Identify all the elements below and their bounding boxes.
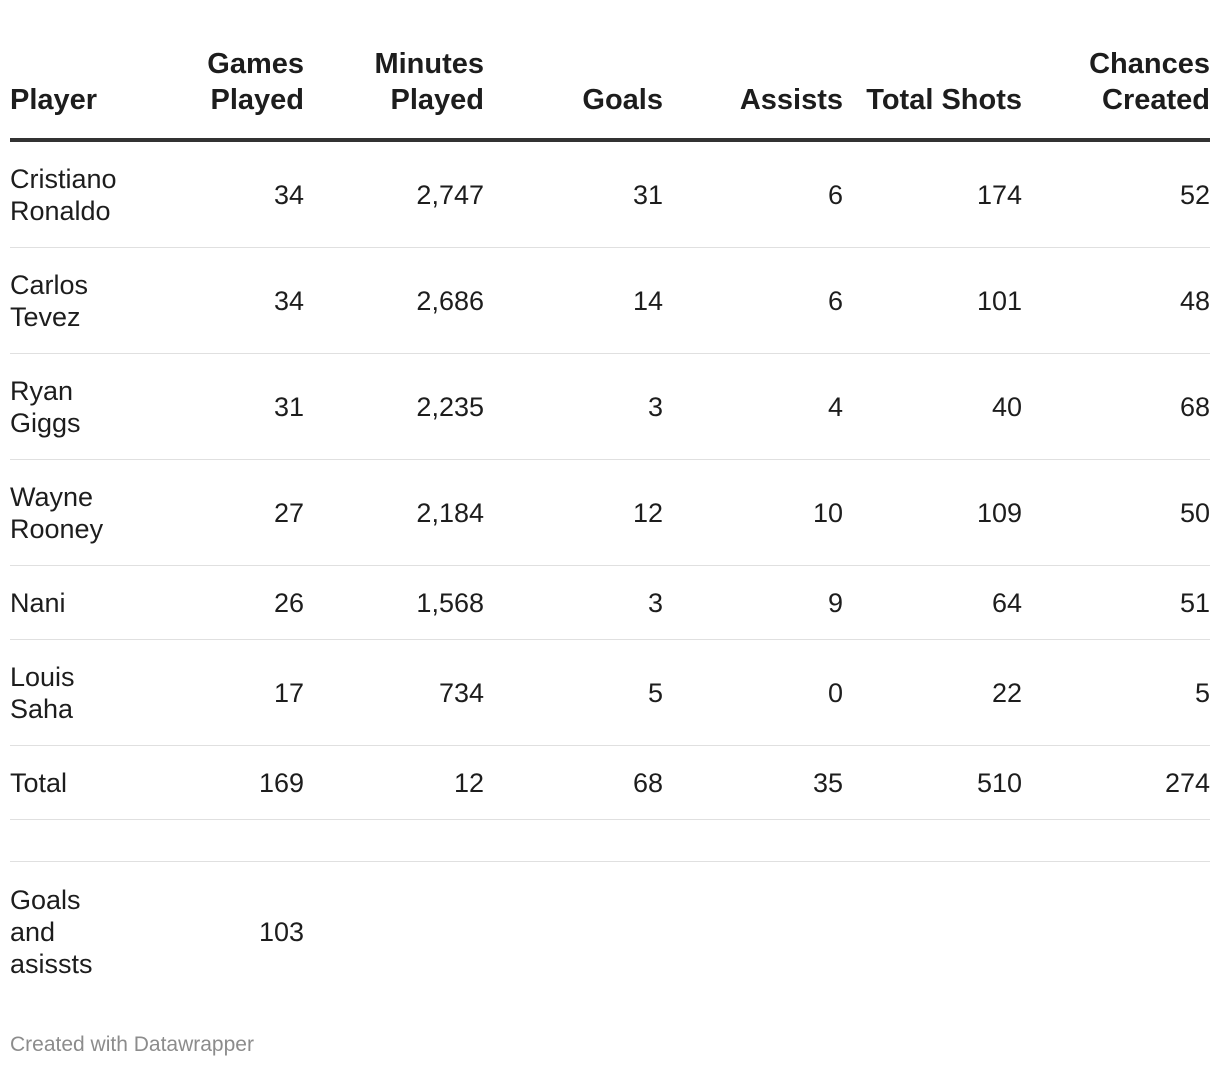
cell-goals xyxy=(484,819,663,862)
cell-goals xyxy=(484,862,663,1003)
cell-assists: 4 xyxy=(663,353,843,460)
table-row: Carlos Tevez 34 2,686 14 6 101 48 xyxy=(10,247,1210,354)
cell-minutes-played: 2,184 xyxy=(304,459,484,566)
header-total-shots[interactable]: Total Shots xyxy=(843,46,1022,142)
cell-total-shots xyxy=(843,819,1022,862)
cell-goals: 5 xyxy=(484,639,663,746)
cell-total-shots: 109 xyxy=(843,459,1022,566)
cell-minutes-played: 12 xyxy=(304,745,484,820)
cell-chances-created: 52 xyxy=(1022,140,1210,248)
cell-player: Total xyxy=(10,745,160,820)
total-row: Total 169 12 68 35 510 274 xyxy=(10,745,1210,820)
cell-player xyxy=(10,819,160,862)
player-name: Wayne Rooney xyxy=(10,481,104,544)
player-name: Carlos Tevez xyxy=(10,269,89,332)
cell-minutes-played xyxy=(304,862,484,1003)
cell-player: Nani xyxy=(10,565,160,640)
cell-goals: 14 xyxy=(484,247,663,354)
cell-assists xyxy=(663,819,843,862)
footer-credit[interactable]: Created with Datawrapper xyxy=(10,1033,254,1056)
cell-chances-created: 68 xyxy=(1022,353,1210,460)
header-assists[interactable]: Assists xyxy=(663,46,843,142)
cell-player: Cristiano Ronaldo xyxy=(10,140,160,248)
cell-player: Carlos Tevez xyxy=(10,247,160,354)
cell-chances-created: 274 xyxy=(1022,745,1210,820)
cell-goals: 3 xyxy=(484,353,663,460)
cell-chances-created: 48 xyxy=(1022,247,1210,354)
cell-chances-created: 51 xyxy=(1022,565,1210,640)
cell-player: Wayne Rooney xyxy=(10,459,160,566)
cell-total-shots: 101 xyxy=(843,247,1022,354)
cell-goals: 3 xyxy=(484,565,663,640)
cell-minutes-played: 2,235 xyxy=(304,353,484,460)
cell-total-shots: 22 xyxy=(843,639,1022,746)
cell-assists: 0 xyxy=(663,639,843,746)
cell-goals: 68 xyxy=(484,745,663,820)
cell-games-played: 34 xyxy=(160,140,304,248)
cell-goals: 12 xyxy=(484,459,663,566)
cell-minutes-played: 2,686 xyxy=(304,247,484,354)
row-label: Goals and asissts xyxy=(10,885,93,979)
player-name: Louis Saha xyxy=(10,661,75,724)
cell-games-played: 169 xyxy=(160,745,304,820)
cell-assists: 10 xyxy=(663,459,843,566)
cell-chances-created xyxy=(1022,862,1210,1003)
stats-table: Player Games Played Minutes Played Goals… xyxy=(10,46,1210,1002)
table-container: Player Games Played Minutes Played Goals… xyxy=(10,0,1210,1002)
cell-games-played xyxy=(160,819,304,862)
cell-games-played: 17 xyxy=(160,639,304,746)
cell-minutes-played: 734 xyxy=(304,639,484,746)
cell-minutes-played: 2,747 xyxy=(304,140,484,248)
player-name: Cristiano Ronaldo xyxy=(10,163,117,226)
cell-assists: 9 xyxy=(663,565,843,640)
cell-player: Ryan Giggs xyxy=(10,353,160,460)
empty-row xyxy=(10,819,1210,862)
header-minutes-played[interactable]: Minutes Played xyxy=(304,46,484,142)
cell-chances-created xyxy=(1022,819,1210,862)
cell-goals: 31 xyxy=(484,140,663,248)
player-name: Nani xyxy=(10,587,66,618)
cell-assists xyxy=(663,862,843,1003)
goals-assists-row: Goals and asissts 103 xyxy=(10,862,1210,1003)
cell-total-shots xyxy=(843,862,1022,1003)
cell-minutes-played: 1,568 xyxy=(304,565,484,640)
table-row: Ryan Giggs 31 2,235 3 4 40 68 xyxy=(10,353,1210,460)
table-row: Nani 26 1,568 3 9 64 51 xyxy=(10,565,1210,640)
cell-assists: 35 xyxy=(663,745,843,820)
cell-player: Louis Saha xyxy=(10,639,160,746)
header-player[interactable]: Player xyxy=(10,46,160,142)
cell-games-played: 27 xyxy=(160,459,304,566)
cell-total-shots: 174 xyxy=(843,140,1022,248)
header-chances-created[interactable]: Chances Created xyxy=(1022,46,1210,142)
header-games-played[interactable]: Games Played xyxy=(160,46,304,142)
cell-chances-created: 50 xyxy=(1022,459,1210,566)
cell-total-shots: 64 xyxy=(843,565,1022,640)
cell-games-played: 26 xyxy=(160,565,304,640)
table-row: Wayne Rooney 27 2,184 12 10 109 50 xyxy=(10,459,1210,566)
table-row: Louis Saha 17 734 5 0 22 5 xyxy=(10,639,1210,746)
cell-total-shots: 510 xyxy=(843,745,1022,820)
cell-assists: 6 xyxy=(663,140,843,248)
player-name: Ryan Giggs xyxy=(10,375,81,438)
cell-total-shots: 40 xyxy=(843,353,1022,460)
cell-assists: 6 xyxy=(663,247,843,354)
cell-minutes-played xyxy=(304,819,484,862)
cell-player: Goals and asissts xyxy=(10,862,160,1003)
cell-games-played: 31 xyxy=(160,353,304,460)
cell-games-played: 103 xyxy=(258,917,304,947)
header-goals[interactable]: Goals xyxy=(484,46,663,142)
cell-games-played: 34 xyxy=(160,247,304,354)
table-row: Cristiano Ronaldo 34 2,747 31 6 174 52 xyxy=(10,140,1210,248)
header-row: Player Games Played Minutes Played Goals… xyxy=(10,46,1210,142)
cell-chances-created: 5 xyxy=(1022,639,1210,746)
row-label: Total xyxy=(10,767,68,798)
